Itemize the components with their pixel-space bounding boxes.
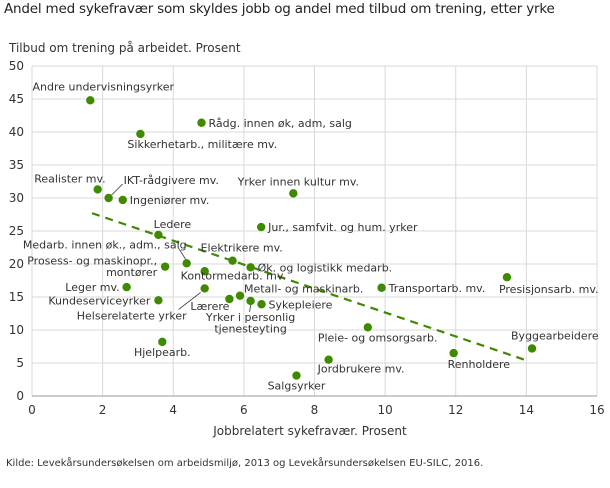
point-label: Pleie- og omsorgsarb.	[318, 331, 438, 344]
point-label: Sikkerhetarb., militære mv.	[127, 138, 277, 151]
point-label: Renholdere	[448, 358, 511, 371]
data-point	[104, 193, 113, 203]
data-point	[136, 129, 145, 139]
data-point	[225, 294, 234, 304]
source-note: Kilde: Levekårsundersøkelsen om arbeidsm…	[6, 458, 484, 469]
point-label: Medarb. innen øk., adm., salg	[23, 238, 187, 251]
leader-line	[249, 304, 251, 313]
data-point	[324, 355, 333, 364]
data-point	[118, 195, 127, 205]
data-point	[200, 284, 209, 293]
point-label: Jur., samfvit. og hum. yrker	[267, 221, 418, 234]
data-point	[154, 296, 163, 305]
point-label: Jordbrukere mv.	[317, 363, 405, 376]
data-point	[86, 96, 95, 105]
x-tick-label: 16	[589, 403, 604, 417]
x-tick-label: 12	[448, 403, 463, 417]
point-label: Prosess- og maskinopr., montører	[27, 255, 157, 280]
data-point	[292, 371, 301, 380]
data-point	[228, 256, 237, 265]
x-tick-label: 2	[99, 403, 107, 417]
point-label: Byggearbeidere	[511, 329, 599, 342]
data-point	[449, 348, 458, 358]
y-tick-label: 10	[9, 323, 24, 337]
data-point	[289, 189, 298, 198]
point-label: Ingeniører mv.	[130, 194, 210, 207]
point-label: Ledere	[154, 218, 192, 231]
data-point	[256, 222, 266, 232]
y-tick-label: 20	[9, 257, 24, 271]
y-tick-label: 40	[9, 125, 24, 139]
data-point	[160, 262, 170, 271]
point-label: Hjelpearb.	[134, 346, 191, 359]
y-axis-label: Tilbud om trening på arbeidet. Prosent	[9, 41, 241, 55]
point-label: Salgsyrker	[268, 380, 326, 393]
x-tick-label: 14	[519, 403, 534, 417]
leader-line	[178, 248, 187, 260]
point-label: Presisjonsarb. mv.	[499, 283, 599, 296]
x-axis-label: Jobbrelatert sykefravær. Prosent	[213, 424, 407, 438]
point-label: Yrker innen kultur mv.	[237, 175, 359, 188]
x-tick-label: 10	[377, 403, 392, 417]
y-tick-label: 0	[16, 389, 24, 403]
data-point	[377, 283, 386, 292]
leader-line	[111, 183, 123, 196]
data-point	[246, 263, 255, 272]
data-point	[235, 291, 245, 300]
point-label: Realister mv.	[34, 172, 105, 185]
point-label: Øk. og logistikk medarb.	[258, 261, 393, 274]
point-label: Metall- og maskinarb.	[244, 283, 363, 296]
y-tick-label: 15	[9, 290, 24, 304]
leader-line	[178, 292, 201, 310]
point-label: Yrker i personlig tjenesteyting	[205, 311, 295, 336]
data-point	[502, 273, 512, 282]
data-point	[363, 323, 373, 332]
x-tick-label: 4	[169, 403, 177, 417]
data-point	[93, 185, 102, 194]
data-point	[182, 259, 191, 268]
data-point	[158, 337, 167, 347]
y-tick-label: 5	[16, 356, 24, 370]
data-point	[257, 300, 266, 309]
point-label: Lærere	[190, 300, 229, 313]
data-point	[122, 282, 131, 292]
point-label: Transportarb. mv.	[388, 282, 486, 295]
y-tick-label: 45	[9, 92, 24, 106]
data-point	[154, 230, 163, 240]
point-label: Sykepleiere	[269, 298, 333, 311]
trend-line	[91, 212, 527, 362]
y-tick-label: 35	[9, 158, 24, 172]
point-label: Leger mv.	[65, 281, 119, 294]
x-tick-label: 8	[311, 403, 319, 417]
data-point	[246, 296, 255, 306]
x-tick-label: 0	[28, 403, 36, 417]
point-label: IKT-rådgivere mv.	[124, 174, 219, 187]
data-point	[527, 344, 537, 353]
point-label: Andre undervisningsyrker	[32, 80, 174, 93]
data-point	[200, 267, 209, 276]
y-tick-label: 25	[9, 224, 24, 238]
data-point	[197, 118, 206, 127]
point-label: Rådg. innen øk, adm, salg	[209, 117, 352, 130]
x-tick-label: 6	[240, 403, 248, 417]
point-label: Helserelaterte yrker	[77, 309, 187, 322]
chart-title: Andel med sykefravær som skyldes jobb og…	[4, 1, 555, 17]
point-label: Kundeserviceyrker	[48, 294, 151, 307]
point-label: Elektrikere mv.	[201, 242, 283, 255]
point-label: Kontormedarb. mv.	[181, 269, 286, 282]
y-tick-label: 50	[9, 59, 24, 73]
y-tick-label: 30	[9, 191, 24, 205]
